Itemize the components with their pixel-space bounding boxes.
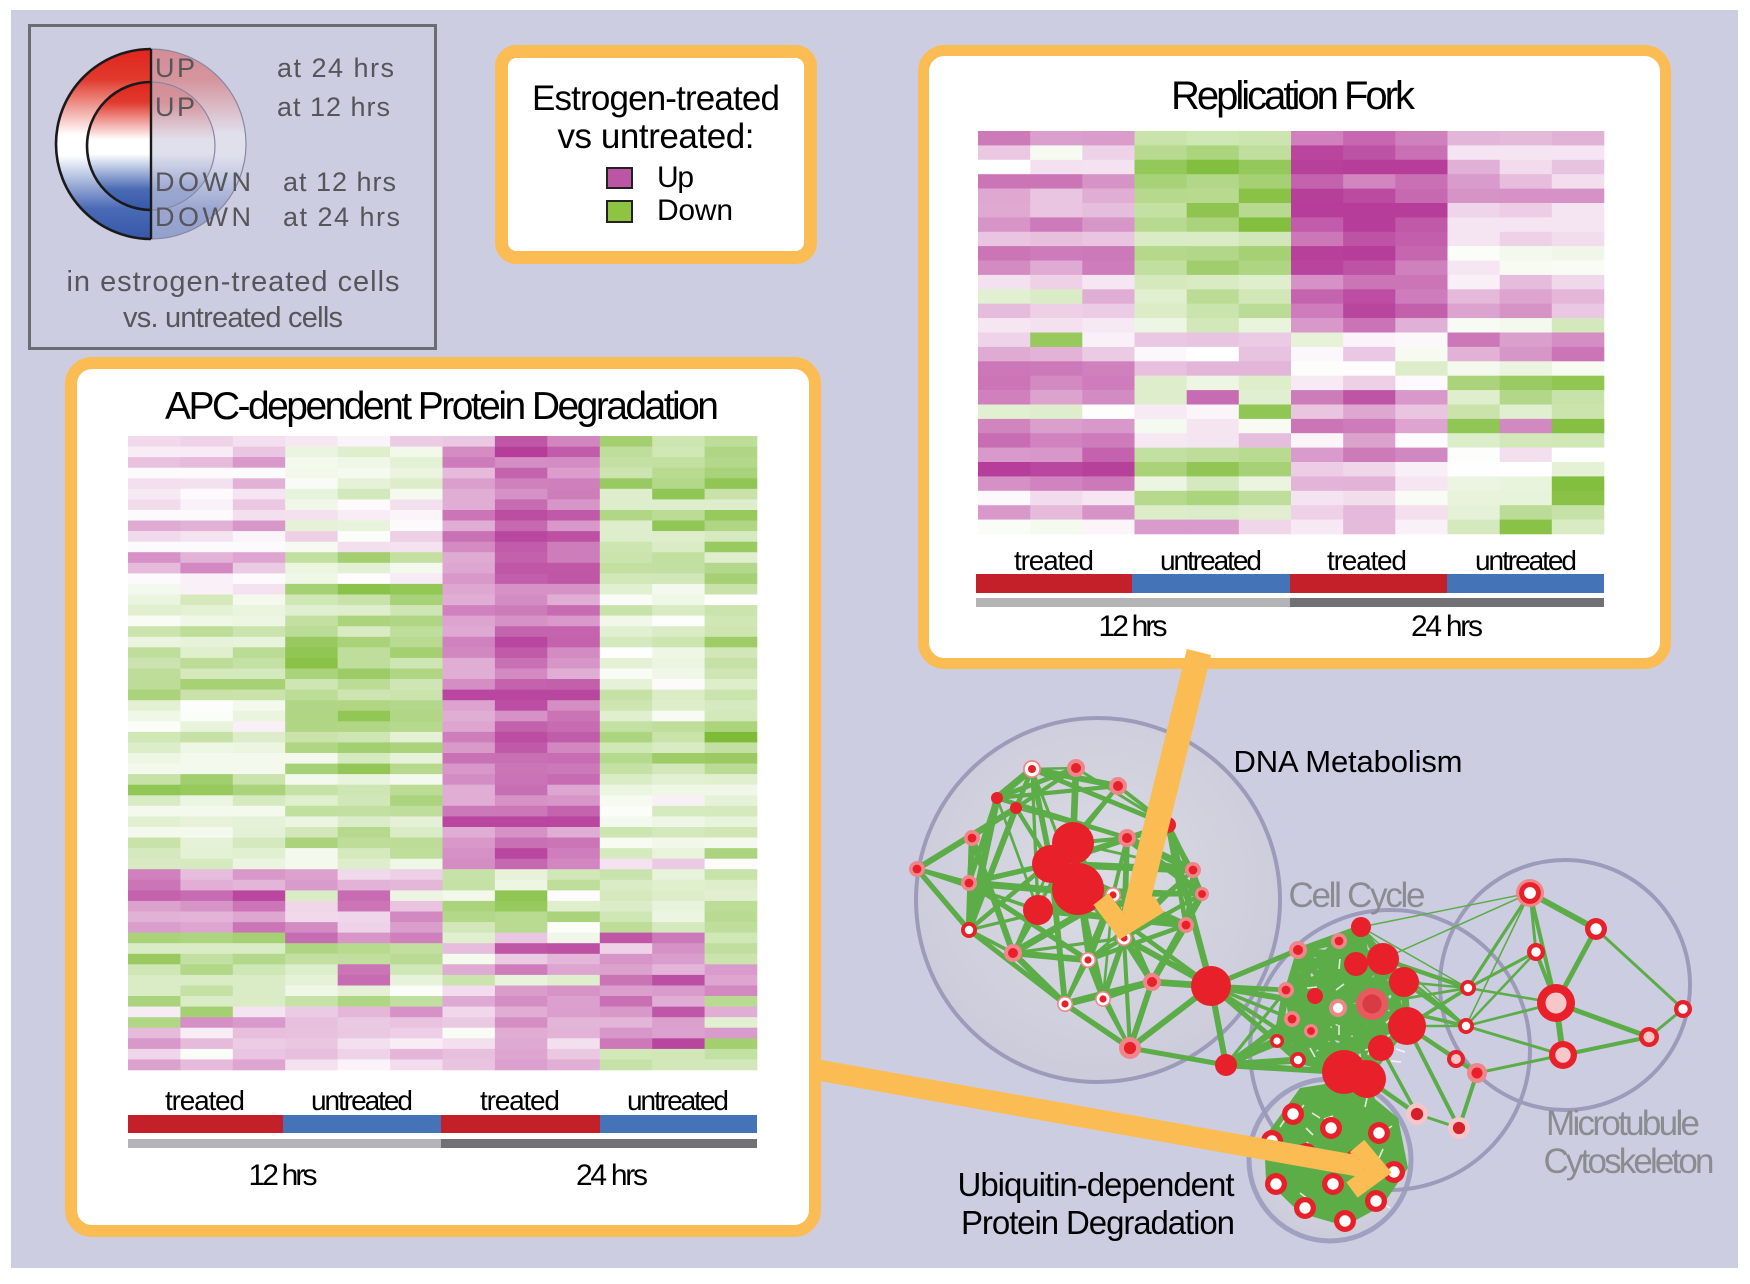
svg-text:at 24 hrs: at 24 hrs bbox=[277, 53, 394, 83]
svg-text:in estrogen-treated cells: in estrogen-treated cells bbox=[67, 266, 400, 298]
svg-text:untreated: untreated bbox=[311, 1085, 413, 1116]
svg-text:DOWN: DOWN bbox=[155, 167, 251, 197]
svg-text:vs. untreated cells: vs. untreated cells bbox=[123, 302, 343, 334]
svg-text:Cytoskeleton: Cytoskeleton bbox=[1544, 1142, 1715, 1181]
svg-text:at 24 hrs: at 24 hrs bbox=[283, 202, 400, 232]
svg-text:Cell Cycle: Cell Cycle bbox=[1289, 876, 1426, 915]
svg-text:treated: treated bbox=[165, 1085, 245, 1116]
svg-text:Up: Up bbox=[657, 161, 694, 194]
svg-text:vs untreated:: vs untreated: bbox=[558, 117, 755, 156]
svg-text:12 hrs: 12 hrs bbox=[1099, 610, 1168, 643]
svg-text:at 12 hrs: at 12 hrs bbox=[277, 92, 390, 122]
svg-text:at 12 hrs: at 12 hrs bbox=[283, 167, 396, 197]
svg-text:DOWN: DOWN bbox=[155, 202, 251, 232]
svg-text:untreated: untreated bbox=[627, 1085, 729, 1116]
svg-text:untreated: untreated bbox=[1475, 545, 1577, 576]
svg-text:Down: Down bbox=[657, 194, 733, 227]
svg-text:12 hrs: 12 hrs bbox=[249, 1159, 318, 1192]
svg-text:24 hrs: 24 hrs bbox=[576, 1159, 648, 1192]
svg-text:Microtubule: Microtubule bbox=[1546, 1104, 1700, 1143]
svg-text:treated: treated bbox=[1014, 545, 1094, 576]
svg-text:Ubiquitin-dependent: Ubiquitin-dependent bbox=[958, 1166, 1235, 1203]
svg-text:Protein Degradation: Protein Degradation bbox=[961, 1204, 1235, 1241]
svg-text:treated: treated bbox=[480, 1085, 560, 1116]
svg-text:APC-dependent Protein Degradat: APC-dependent Protein Degradation bbox=[165, 385, 719, 428]
svg-text:Replication Fork: Replication Fork bbox=[1171, 74, 1416, 118]
svg-text:treated: treated bbox=[1327, 545, 1407, 576]
svg-text:24 hrs: 24 hrs bbox=[1411, 610, 1483, 643]
svg-text:untreated: untreated bbox=[1160, 545, 1262, 576]
svg-text:Estrogen-treated: Estrogen-treated bbox=[532, 79, 780, 118]
svg-text:DNA Metabolism: DNA Metabolism bbox=[1234, 744, 1463, 779]
